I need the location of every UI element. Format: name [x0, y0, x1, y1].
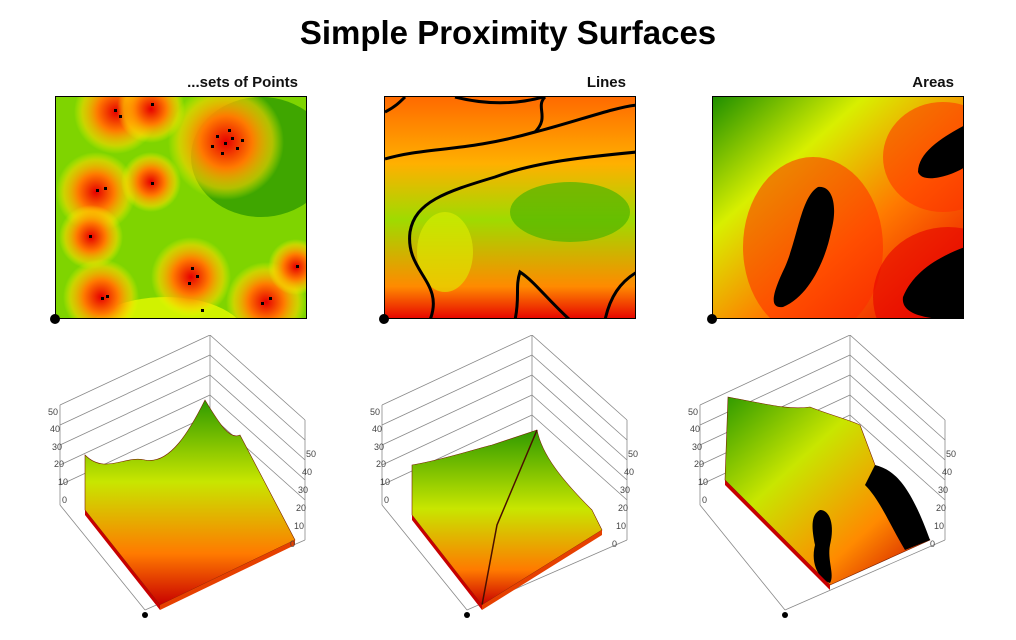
origin-marker [142, 612, 148, 618]
areas-surface-3d: 0 10 20 30 40 50 0 10 20 30 40 50 [680, 334, 980, 635]
left-tick-label: 30 [52, 442, 62, 452]
right-tick-label: 50 [946, 449, 956, 459]
right-tick-label: 10 [616, 521, 626, 531]
lines-proximity-map [384, 96, 636, 319]
left-tick-label: 0 [62, 495, 67, 505]
grid-box [381, 334, 628, 611]
left-tick-label: 20 [54, 459, 64, 469]
left-tick-label: 0 [702, 495, 707, 505]
left-tick-label: 20 [376, 459, 386, 469]
lines-surface-3d: 0 10 20 30 40 50 0 10 20 30 40 50 [362, 334, 662, 635]
panel-label-areas: Areas [912, 74, 954, 91]
left-tick-label: 10 [698, 477, 708, 487]
left-tick-label: 0 [384, 495, 389, 505]
point-features [89, 103, 299, 312]
area-feature-raised [865, 465, 930, 550]
left-tick-label: 40 [50, 424, 60, 434]
right-tick-label: 40 [302, 467, 312, 477]
page-title: Simple Proximity Surfaces [299, 14, 717, 51]
right-tick-label: 0 [290, 539, 295, 549]
left-tick-label: 50 [688, 407, 698, 417]
point-clusters [56, 97, 306, 318]
right-tick-label: 0 [612, 539, 617, 549]
right-tick-label: 20 [618, 503, 628, 513]
right-tick-label: 50 [628, 449, 638, 459]
right-tick-label: 30 [620, 485, 630, 495]
origin-marker [379, 314, 389, 324]
left-tick-label: 30 [692, 442, 702, 452]
origin-marker [707, 314, 717, 324]
right-tick-label: 30 [938, 485, 948, 495]
left-tick-label: 30 [374, 442, 384, 452]
left-tick-label: 20 [694, 459, 704, 469]
right-tick-label: 20 [296, 503, 306, 513]
area-features [773, 126, 963, 318]
left-tick-label: 50 [48, 407, 58, 417]
points-proximity-map [55, 96, 307, 319]
panel-label-points: ...sets of Points [187, 74, 298, 91]
right-tick-label: 30 [298, 485, 308, 495]
left-tick-label: 50 [370, 407, 380, 417]
panel-label-lines: Lines [586, 74, 626, 91]
line-features [385, 97, 635, 318]
origin-marker [782, 612, 788, 618]
left-tick-label: 10 [58, 477, 68, 487]
right-tick-label: 40 [624, 467, 634, 477]
points-surface-3d: 0 10 20 30 40 50 0 10 20 30 40 50 [40, 334, 340, 635]
areas-proximity-map [712, 96, 964, 319]
right-tick-label: 10 [934, 521, 944, 531]
left-tick-label: 40 [372, 424, 382, 434]
right-tick-label: 0 [930, 539, 935, 549]
origin-marker [50, 314, 60, 324]
right-tick-label: 40 [942, 467, 952, 477]
right-tick-label: 50 [306, 449, 316, 459]
right-tick-label: 20 [936, 503, 946, 513]
area-feature-basin [812, 510, 832, 583]
left-tick-label: 10 [380, 477, 390, 487]
left-tick-label: 40 [690, 424, 700, 434]
right-tick-label: 10 [294, 521, 304, 531]
origin-marker [464, 612, 470, 618]
